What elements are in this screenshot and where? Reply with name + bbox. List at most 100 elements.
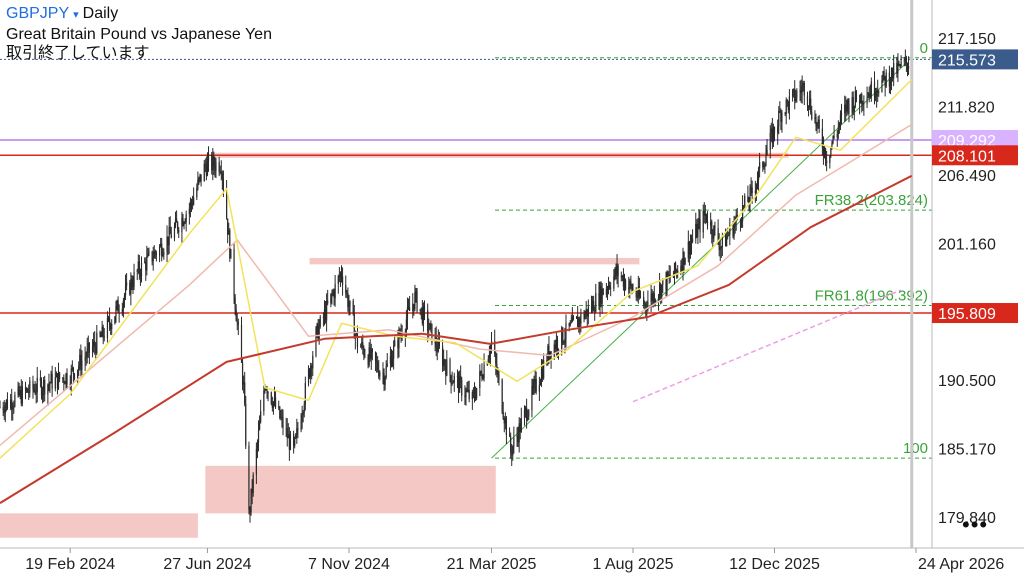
more-options-icon[interactable]: ••• [962,512,989,537]
candle-body [822,147,825,155]
candle-body [324,309,327,321]
candle-body [28,392,30,394]
y-tick-label: 211.820 [938,100,995,117]
candle-body [166,236,168,252]
candle-body [139,273,142,277]
candle-body [643,297,645,305]
candle-body [345,285,347,293]
fib-level-label: FR38.2(203.824) [815,192,928,209]
candle-body [538,384,540,392]
candle-body [756,179,759,185]
candle-body [729,225,731,235]
candle-body [547,346,549,363]
timeframe-label[interactable]: Daily [82,5,119,22]
candle-body [108,317,111,325]
candle-body [563,342,565,344]
candle-body [444,359,446,366]
candle-body [318,326,320,340]
candle-body [27,388,29,393]
candle-body [524,407,527,410]
support-zone [309,257,640,265]
candle-body [415,290,417,293]
candle-body [148,251,150,254]
candle-body [146,256,148,271]
candle-body [11,399,13,410]
candle-body [787,101,789,111]
candle-body [557,349,560,351]
candle-body [377,362,379,371]
candle-body [20,389,22,404]
candle-body [4,405,6,414]
candle-body [713,225,715,239]
candle-body [662,278,664,285]
chart-header: GBPJPY ▾ Daily Great Britain Pound vs Japa… [6,4,272,63]
candle-body [435,336,437,348]
candle-body [899,64,901,67]
candle-body [659,284,661,296]
candle-body [376,360,378,363]
candle-body [732,225,734,236]
candle-body [578,318,580,327]
candle-body [361,342,363,347]
candle-body [274,397,277,408]
candle-body [144,261,146,263]
candle-body [57,372,60,389]
candle-body [609,285,611,288]
candle-body [831,143,833,147]
symbol-selector[interactable]: GBPJPY [6,5,70,22]
candle-body [315,328,317,356]
chevron-down-icon[interactable]: ▾ [73,9,79,21]
candle-body [206,161,209,176]
candle-body [702,210,704,233]
support-zone [0,513,198,538]
candle-body [251,488,253,493]
candle-body [49,383,51,385]
candle-body [504,418,506,424]
candle-body [602,288,604,295]
candle-body [170,233,172,238]
candle-body [29,380,31,393]
candle-body [273,397,276,402]
candle-body [360,346,362,348]
candle-body [311,365,313,369]
fib-level-label: FR61.8(196.392) [815,288,928,305]
candle-body [3,410,5,414]
candle-body [154,251,156,254]
candle-body [198,177,200,180]
candle-body [471,392,473,400]
candle-body [64,382,66,385]
candle-body [520,418,522,432]
candle-body [93,341,95,347]
candle-body [809,98,811,108]
candle-body [572,316,575,319]
candle-body [621,275,623,278]
candle-body [88,342,90,353]
candle-body [617,265,619,277]
candle-body [446,359,448,376]
y-tick-label: 185.170 [938,442,996,459]
candle-body [213,156,215,166]
candle-body [56,373,59,389]
candle-body [151,251,153,262]
candle-body [115,306,117,317]
candle-body [333,292,335,299]
candle-body [79,354,81,366]
y-tick-label: 179.840 [938,510,996,527]
candle-body [676,270,678,272]
candle-body [47,384,49,395]
candle-body [498,374,500,380]
candle-body [546,360,548,363]
candle-body [51,373,53,389]
candle-body [229,230,231,259]
candle-body [598,293,600,307]
candle-body [39,377,42,382]
candle-body [652,293,654,302]
candle-body [40,381,43,396]
candle-body [221,173,223,179]
candle-body [294,437,296,446]
candle-body [72,367,75,374]
candle-body [204,163,206,166]
candle-body [257,429,260,443]
